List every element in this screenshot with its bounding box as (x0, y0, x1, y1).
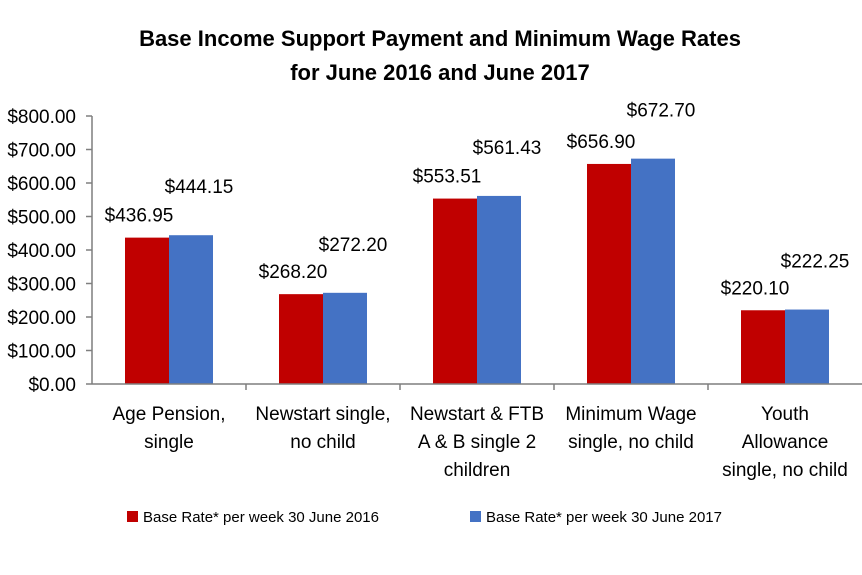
data-label: $436.95 (105, 206, 174, 227)
x-axis: Age Pension, single Newstart single, no chi… (92, 383, 862, 481)
data-label: $444.15 (165, 177, 234, 198)
x-tick-label: Newstart & FTB A & B single 2 children (410, 404, 544, 481)
x-tick-label: Newstart single, no child (255, 404, 390, 453)
bars-group (125, 158, 829, 384)
legend-label: Base Rate* per week 30 June 2016 (143, 509, 379, 526)
y-tick-label: $300.00 (7, 275, 76, 296)
data-label: $220.10 (721, 278, 790, 299)
chart-title: Base Income Support Payment and Minimum … (139, 26, 741, 51)
data-labels-group: $436.95 $444.15 $268.20 $272.20 $553.51 $561.… (105, 101, 850, 300)
bar-2017 (169, 235, 213, 384)
y-tick-label: $200.00 (7, 308, 76, 329)
x-tick-label: Minimum Wage single, no child (565, 404, 696, 453)
chart-subtitle: for June 2016 and June 2017 (290, 60, 590, 85)
y-tick-label: $700.00 (7, 141, 76, 162)
data-label: $268.20 (259, 262, 328, 283)
data-label: $672.70 (627, 101, 696, 122)
y-tick-label: $800.00 (7, 107, 76, 128)
legend: Base Rate* per week 30 June 2016 Base Rat… (127, 509, 722, 526)
y-tick-label: $600.00 (7, 174, 76, 195)
bar-2017 (631, 158, 675, 384)
legend-swatch (127, 511, 138, 522)
y-tick-label: $500.00 (7, 208, 76, 229)
bar-2016 (125, 237, 169, 384)
y-tick-label: $0.00 (28, 375, 76, 396)
bar-2016 (279, 294, 323, 384)
data-label: $272.20 (319, 235, 388, 256)
bar-2016 (587, 163, 631, 384)
bar-2017 (477, 195, 521, 384)
bar-2016 (741, 310, 785, 384)
data-label: $561.43 (473, 138, 542, 159)
data-label: $222.25 (781, 252, 850, 273)
bar-2017 (323, 292, 367, 384)
legend-swatch (470, 511, 481, 522)
x-tick-label: Youth Allowance single, no child (722, 404, 848, 481)
y-axis: $0.00 $100.00 $200.00 $300.00 $400.00 $500.00… (7, 107, 93, 396)
x-tick-label: Age Pension, single (112, 404, 225, 453)
y-tick-label: $400.00 (7, 241, 76, 262)
bar-2016 (433, 198, 477, 384)
legend-label: Base Rate* per week 30 June 2017 (486, 509, 722, 526)
bar-2017 (785, 309, 829, 384)
data-label: $656.90 (567, 132, 636, 153)
y-tick-label: $100.00 (7, 342, 76, 363)
data-label: $553.51 (413, 167, 482, 188)
